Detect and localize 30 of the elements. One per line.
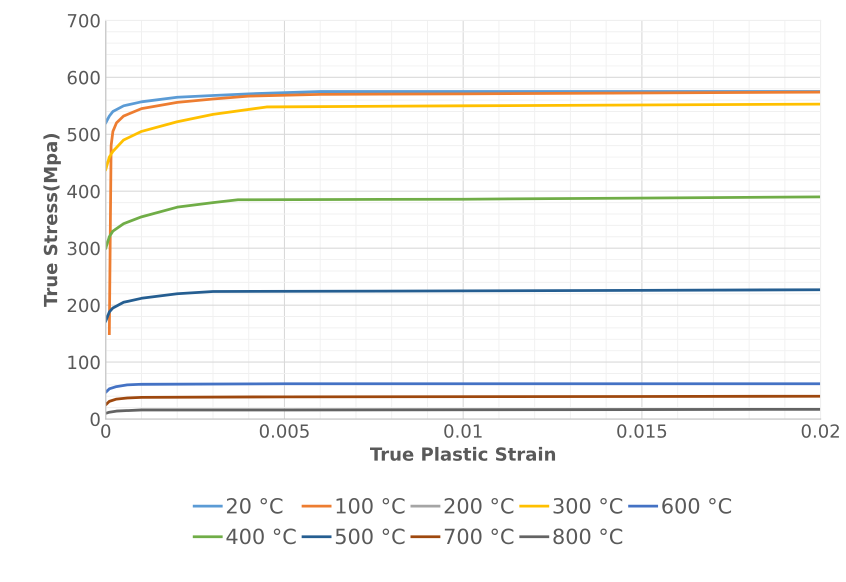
legend-label: 100 °C — [336, 498, 405, 514]
y-tick-label: 300 — [68, 242, 100, 256]
x-tick-label: 0.005 — [260, 424, 309, 438]
y-tick-label: 200 — [68, 298, 100, 312]
line-series — [108, 90, 821, 335]
legend-label: 700 °C — [444, 528, 514, 544]
line-series — [106, 288, 821, 322]
line-series — [106, 394, 821, 406]
y-tick-label: 600 — [68, 70, 100, 84]
legend-label: 20 °C — [226, 498, 282, 514]
legend-label: 500 °C — [336, 528, 405, 544]
y-tick-label: 100 — [68, 356, 100, 370]
legend-label: 800 °C — [553, 528, 622, 544]
line-series — [106, 102, 821, 171]
legend-label: 600 °C — [662, 498, 732, 514]
y-tick-label: 700 — [68, 14, 100, 28]
y-tick-label: 0 — [90, 412, 100, 426]
legend-label: 200 °C — [444, 498, 514, 514]
x-tick-label: 0.02 — [802, 424, 839, 438]
line-series — [106, 382, 821, 394]
x-tick-label: 0 — [101, 424, 110, 438]
y-tick-label: 500 — [68, 128, 100, 142]
line-series — [106, 196, 821, 250]
x-tick-label: 0.01 — [444, 424, 482, 438]
y-tick-label: 400 — [67, 184, 100, 198]
y-axis-title: True Stress(Mpa) — [43, 134, 61, 307]
x-tick-label: 0.015 — [617, 424, 666, 438]
legend-label: 400 °C — [226, 528, 296, 544]
x-axis-title: True Plastic Strain — [370, 446, 556, 461]
legend-label: 300 °C — [554, 498, 622, 514]
